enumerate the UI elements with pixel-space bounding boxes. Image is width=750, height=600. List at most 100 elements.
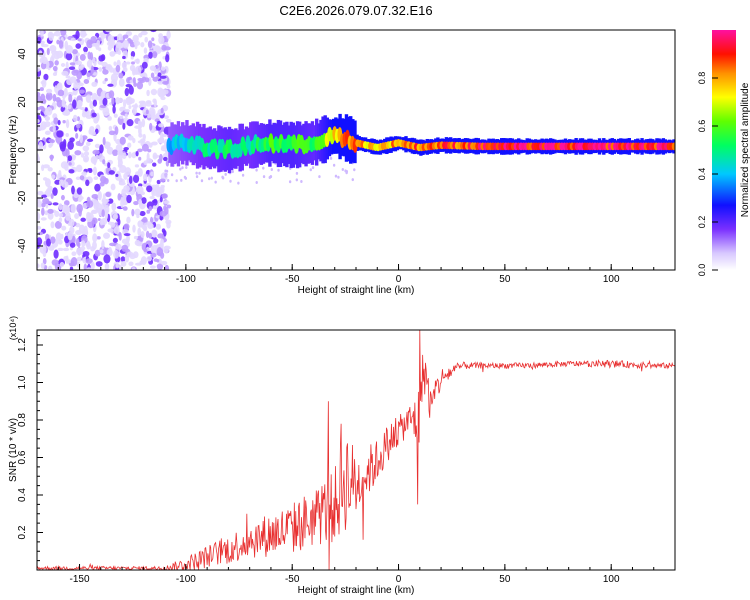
heatmap-noise-cell xyxy=(76,82,84,87)
heatmap-noise-cell xyxy=(152,154,160,159)
heatmap-noise-cell xyxy=(162,80,169,85)
heatmap-noise-cell xyxy=(134,208,141,216)
heatmap-noise-cell xyxy=(148,51,153,59)
heatmap-noise-cell xyxy=(96,236,101,240)
heatmap-noise-cell xyxy=(37,237,43,246)
heatmap-noise-cell xyxy=(92,241,97,250)
heatmap-noise-cell xyxy=(104,112,110,116)
heatmap-noise-cell xyxy=(99,182,105,187)
heatmap-noise-cell xyxy=(112,213,118,220)
heatmap-noise-cell xyxy=(138,100,146,105)
heatmap-noise-cell xyxy=(161,193,168,199)
heatmap-noise-cell xyxy=(53,249,59,259)
heatmap-noise-cell xyxy=(105,141,111,148)
heatmap-noise-cell xyxy=(185,166,188,170)
heatmap-noise-cell xyxy=(102,68,109,75)
heatmap-noise-cell xyxy=(118,264,123,270)
heatmap-noise-cell xyxy=(208,177,211,181)
heatmap-noise-cell xyxy=(231,170,234,174)
x-tick-label: 50 xyxy=(499,574,511,585)
heatmap-noise-cell xyxy=(55,232,62,242)
heatmap-noise-cell xyxy=(92,233,98,243)
heatmap-noise-cell xyxy=(126,234,130,243)
heatmap-noise-cell xyxy=(157,233,164,239)
heatmap-noise-cell xyxy=(102,193,106,203)
colorbar-ticks: 0.0 0.2 0.4 0.6 0.8 xyxy=(697,72,718,276)
heatmap-noise-cell xyxy=(73,80,79,90)
heatmap-noise-cell xyxy=(318,175,321,179)
heatmap-noise-cell xyxy=(69,266,74,270)
heatmap-noise-cell xyxy=(105,191,112,197)
heatmap-noise-cell xyxy=(160,260,168,266)
heatmap-noise-cell xyxy=(146,89,150,97)
heatmap-noise-cell xyxy=(75,30,80,39)
heatmap-noise-cell xyxy=(113,61,117,66)
heatmap-noise-cell xyxy=(45,188,52,197)
heatmap-noise-cell xyxy=(102,80,107,85)
heatmap-noise-cell xyxy=(115,173,119,177)
heatmap-noise-cell xyxy=(45,94,51,100)
heatmap-noise-cell xyxy=(150,245,155,254)
heatmap-noise-cell xyxy=(107,116,112,121)
heatmap-noise-cell xyxy=(132,137,136,144)
colorbar-tick-label: 0.6 xyxy=(697,120,707,133)
heatmap-noise-cell xyxy=(67,155,73,162)
heatmap-noise-cell xyxy=(91,217,98,225)
heatmap-noise-cell xyxy=(146,157,153,164)
heatmap-noise-cell xyxy=(152,162,157,167)
heatmap-noise-cell xyxy=(148,205,153,212)
heatmap-noise-cell xyxy=(124,254,130,263)
heatmap-noise-cell xyxy=(112,81,117,86)
heatmap-noise-cell xyxy=(91,112,97,118)
heatmap-noise-cell xyxy=(149,265,156,269)
heatmap-noise-cell xyxy=(146,255,152,262)
heatmap-noise-cell xyxy=(75,141,81,146)
heatmap-noise-cell xyxy=(107,83,114,87)
heatmap-noise-cell xyxy=(115,64,121,73)
heatmap-noise-cell xyxy=(150,30,157,33)
heatmap-noise-cell xyxy=(58,40,64,49)
heatmap-noise-cell xyxy=(76,164,83,173)
colorbar-label: Normalized spectral amplitude xyxy=(740,82,750,217)
heatmap-noise-cell xyxy=(134,164,140,168)
heatmap-noise-cell xyxy=(101,209,105,218)
heatmap-noise-cell xyxy=(117,158,123,167)
heatmap-noise-cell xyxy=(123,146,129,151)
heatmap-noise-cell xyxy=(137,167,143,177)
heatmap-noise-cell xyxy=(74,60,83,66)
heatmap-noise-cell xyxy=(143,248,148,253)
heatmap-noise-cell xyxy=(94,183,101,192)
heatmap-noise-cell xyxy=(108,90,115,99)
heatmap-noise-cell xyxy=(106,248,113,257)
heatmap-noise-cell xyxy=(123,233,131,237)
heatmap-noise-cell xyxy=(277,168,280,172)
heatmap-noise-cell xyxy=(88,168,93,173)
heatmap-noise-cell xyxy=(141,218,147,223)
heatmap-noise-cell xyxy=(332,163,336,167)
heatmap-noise-cell xyxy=(334,174,338,178)
heatmap-noise-cell xyxy=(229,179,232,183)
heatmap-noise-cell xyxy=(76,187,83,195)
x-tick-label: 100 xyxy=(603,274,620,285)
heatmap-noise-cell xyxy=(53,30,62,37)
heatmap-noise-cell xyxy=(85,141,91,147)
heatmap-noise-cell xyxy=(132,107,137,116)
heatmap-noise-cell xyxy=(150,171,154,177)
heatmap-noise-cell xyxy=(295,178,299,182)
heatmap-noise-cell xyxy=(136,81,144,90)
heatmap-noise-cell xyxy=(164,169,167,173)
heatmap-noise-cell xyxy=(152,205,158,210)
heatmap-noise-cell xyxy=(221,176,225,180)
heatmap-noise-cell xyxy=(165,118,172,123)
heatmap-noise-cell xyxy=(124,167,132,176)
heatmap-noise-cell xyxy=(64,40,69,50)
heatmap-noise-cell xyxy=(114,126,119,136)
heatmap-noise-cell xyxy=(65,148,70,158)
x-tick-label: -150 xyxy=(70,274,90,285)
heatmap-noise-cell xyxy=(51,174,56,180)
heatmap-noise-cell xyxy=(108,125,113,131)
heatmap-noise-cell xyxy=(83,46,88,53)
heatmap-noise-cell xyxy=(145,109,149,115)
heatmap-noise-cell xyxy=(142,76,147,81)
heatmap-noise-cell xyxy=(121,244,129,252)
